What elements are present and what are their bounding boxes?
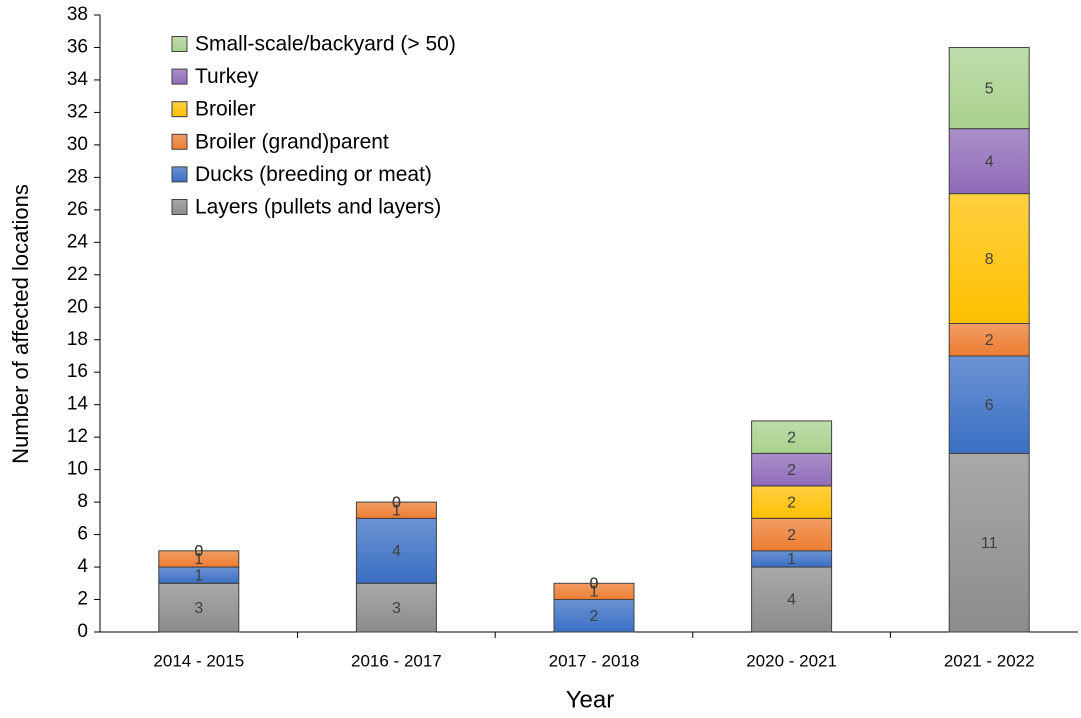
y-tick-label: 0 xyxy=(77,621,88,642)
bar-segment xyxy=(751,420,833,454)
y-tick-label: 26 xyxy=(67,199,88,220)
data-label: 3 xyxy=(194,600,203,617)
y-tick-label: 6 xyxy=(77,524,88,545)
data-label: 3 xyxy=(392,600,401,617)
data-label: 8 xyxy=(985,251,994,268)
data-label: 2 xyxy=(787,494,796,511)
legend-label: Small-scale/backyard (> 50) xyxy=(195,33,456,56)
legend-swatch xyxy=(171,199,188,215)
bar-segment xyxy=(948,46,1030,130)
data-label: 4 xyxy=(985,153,994,170)
legend-swatch xyxy=(171,36,188,52)
data-label: 1 xyxy=(392,502,401,519)
data-label: 0 xyxy=(392,494,401,511)
legend-swatch xyxy=(171,68,188,85)
y-tick-label: 32 xyxy=(67,101,88,122)
data-label: 0 xyxy=(392,494,401,511)
y-tick-label: 34 xyxy=(67,69,89,90)
data-label: 0 xyxy=(194,543,203,560)
y-axis-title: Number of affected locations xyxy=(8,184,33,464)
x-tick-label: 2021 - 2022 xyxy=(944,651,1035,670)
data-label: 2 xyxy=(787,429,796,446)
y-tick-label: 18 xyxy=(67,329,88,350)
data-label: 2 xyxy=(590,608,599,625)
y-tick-label: 8 xyxy=(77,491,88,512)
y-tick-label: 22 xyxy=(67,264,88,285)
bar-segment xyxy=(948,323,1030,357)
bar-segment xyxy=(355,582,437,633)
data-label: 4 xyxy=(392,543,401,560)
y-tick-label: 4 xyxy=(77,556,88,577)
y-tick-label: 14 xyxy=(67,394,89,415)
y-tick-label: 36 xyxy=(67,36,88,57)
y-tick-label: 24 xyxy=(67,231,89,252)
legend-label: Layers (pullets and layers) xyxy=(195,196,441,219)
y-tick-label: 12 xyxy=(67,426,88,447)
data-label: 2 xyxy=(985,332,994,349)
data-label: 11 xyxy=(981,535,998,552)
bar-segment xyxy=(751,452,833,487)
bar-segment xyxy=(553,582,635,601)
bar-segment xyxy=(751,517,833,552)
data-label: 2 xyxy=(787,527,796,544)
y-tick-label: 16 xyxy=(67,361,88,382)
bar-segment xyxy=(158,550,240,568)
x-tick-label: 2017 - 2018 xyxy=(549,651,640,670)
data-label: 4 xyxy=(787,592,796,609)
bar-segment xyxy=(948,355,1030,454)
data-label: 0 xyxy=(194,543,203,560)
legend-swatch xyxy=(171,101,188,118)
data-label: 0 xyxy=(590,576,599,593)
legend-swatch xyxy=(171,166,188,183)
bar-segment xyxy=(948,452,1030,633)
legend-label: Broiler xyxy=(195,98,256,121)
y-tick-label: 2 xyxy=(77,589,88,610)
bar-segment xyxy=(948,128,1030,195)
bar-segment xyxy=(751,485,833,519)
x-tick-label: 2020 - 2021 xyxy=(746,651,837,670)
data-label: 0 xyxy=(392,494,401,511)
data-label: 1 xyxy=(787,551,796,568)
data-label: 1 xyxy=(590,584,599,601)
data-label: 5 xyxy=(985,80,994,97)
data-label: 0 xyxy=(590,576,599,593)
x-tick-label: 2016 - 2017 xyxy=(351,651,442,670)
y-tick-label: 28 xyxy=(67,166,88,187)
data-label: 0 xyxy=(590,576,599,593)
bar-segment xyxy=(553,599,635,633)
data-label: 1 xyxy=(194,551,203,568)
y-tick-label: 38 xyxy=(67,4,88,25)
bar-segment xyxy=(355,501,437,519)
legend-swatch xyxy=(171,133,188,150)
data-label: 1 xyxy=(194,567,203,584)
data-label: 0 xyxy=(194,543,203,560)
y-tick-label: 20 xyxy=(67,296,88,317)
x-axis-title: Year xyxy=(566,686,615,713)
bar-segment xyxy=(355,517,437,584)
bar-segment xyxy=(948,193,1030,324)
data-label: 6 xyxy=(985,397,994,414)
legend-label: Turkey xyxy=(195,65,259,88)
y-tick-label: 10 xyxy=(67,459,88,480)
x-tick-label: 2014 - 2015 xyxy=(153,651,244,670)
y-tick-label: 30 xyxy=(67,134,88,155)
legend-label: Broiler (grand)parent xyxy=(195,130,389,153)
bar-segment xyxy=(158,582,240,633)
bar-segment xyxy=(751,566,833,633)
data-label: 2 xyxy=(787,462,796,479)
legend-label: Ducks (breeding or meat) xyxy=(195,163,432,186)
